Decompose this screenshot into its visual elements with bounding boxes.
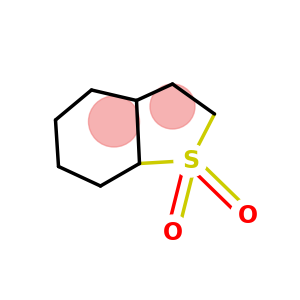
Circle shape <box>88 96 140 147</box>
Text: O: O <box>162 220 183 244</box>
Text: S: S <box>182 148 199 172</box>
Circle shape <box>150 84 195 129</box>
Text: O: O <box>237 204 258 228</box>
Circle shape <box>174 144 207 177</box>
Circle shape <box>155 215 190 250</box>
Circle shape <box>230 199 265 233</box>
